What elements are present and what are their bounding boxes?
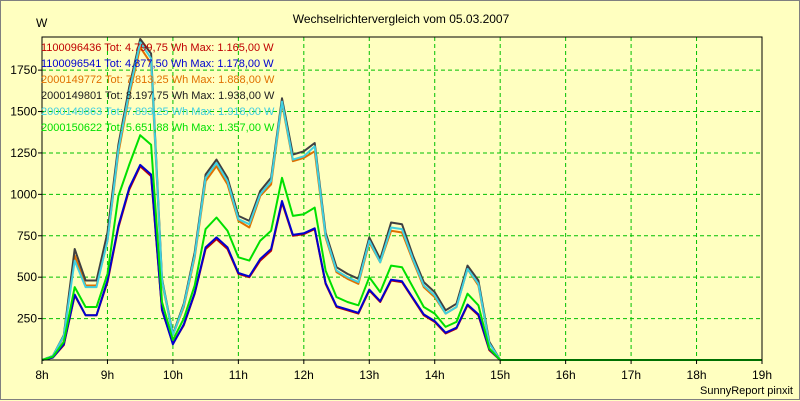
legend-entry-2000149801: 2000149801 Tot: 8.197,75 Wh Max: 1.938,0… <box>41 90 275 102</box>
x-tick-label: 15h <box>490 368 510 382</box>
y-tick-label: 1750 <box>10 63 37 77</box>
axes: 250 500 750 1000 1250 1500 1750 8h 9h 10h 11h 12h 13… <box>10 36 772 382</box>
gridlines <box>41 37 763 360</box>
legend-entry-1100096436: 1100096436 Tot: 4.799,75 Wh Max: 1.165,0… <box>41 42 274 54</box>
legend-entry-2000150622: 2000150622 Tot: 5.651,88 Wh Max: 1.357,0… <box>41 122 275 134</box>
x-tick-label: 16h <box>556 368 576 382</box>
legend-entry-2000149772: 2000149772 Tot: 7.813,25 Wh Max: 1.888,0… <box>41 74 275 86</box>
x-tick-label: 9h <box>101 368 114 382</box>
footer-credit: SunnyReport pinxit <box>700 385 793 397</box>
y-tick-label: 500 <box>17 270 37 284</box>
y-tick-label: 750 <box>17 229 37 243</box>
legend-entry-1100096541: 1100096541 Tot: 4.877,50 Wh Max: 1.178,0… <box>41 58 274 70</box>
x-tick-label: 14h <box>425 368 445 382</box>
x-tick-label: 17h <box>621 368 641 382</box>
y-tick-label: 250 <box>17 312 37 326</box>
x-tick-label: 10h <box>163 368 183 382</box>
legend-entry-2000149863: 2000149863 Tot: 7.893,25 Wh Max: 1.918,0… <box>41 106 275 118</box>
y-tick-label: 1000 <box>10 187 37 201</box>
plot-border <box>41 36 763 361</box>
x-tick-label: 13h <box>359 368 379 382</box>
y-tick-label: 1250 <box>10 146 37 160</box>
x-tick-label: 19h <box>752 368 772 382</box>
chart-title: Wechselrichtervergleich vom 05.03.2007 <box>292 12 510 26</box>
x-tick-label: 18h <box>687 368 707 382</box>
x-tick-label: 8h <box>35 368 48 382</box>
x-tick-label: 11h <box>229 368 248 382</box>
y-axis-unit: W <box>36 16 48 30</box>
y-tick-label: 1500 <box>10 105 37 119</box>
x-tick-label: 12h <box>294 368 314 382</box>
